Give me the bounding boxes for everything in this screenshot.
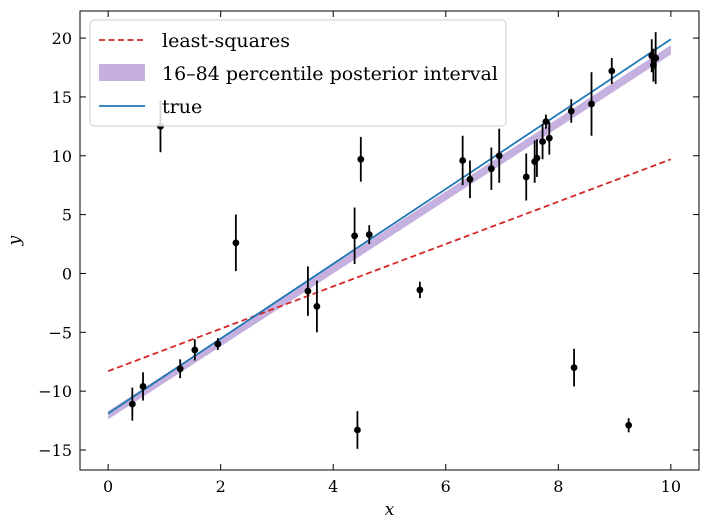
data-point [539,138,546,146]
data-point [128,400,136,408]
data-point [570,364,578,372]
y-tick-label: 10 [52,147,72,166]
posterior-interval-band [108,45,671,420]
data-point [351,232,359,240]
tick-layer: 0 2 4 6 8 10 −15 −10 −5 0 5 10 15 20 [38,11,699,496]
data-point [650,61,657,69]
legend-true-label: true [162,96,202,118]
data-point [588,100,595,108]
line-layer [107,38,672,415]
data-point [625,421,633,429]
data-point [495,152,503,160]
x-axis-label: x [385,500,395,520]
y-tick-label: 5 [62,206,72,225]
x-tick-label: 2 [216,477,226,496]
y-tick-label: 15 [52,88,72,107]
x-tick-label: 6 [441,477,451,496]
data-point [542,118,550,126]
posterior-band-layer [108,45,671,420]
data-point [522,173,530,181]
legend-box [89,19,507,127]
x-tick-label: 10 [661,477,681,496]
data-point [176,365,184,373]
data-point [533,154,541,162]
y-tick-label: 0 [62,264,72,283]
data-point [139,383,147,390]
data-point [232,239,240,247]
y-tick-label: −5 [48,323,72,342]
legend-posterior-interval-label: 16–84 percentile posterior interval [162,63,498,85]
data-point [608,67,616,75]
data-point [191,346,199,354]
data-point [214,340,222,348]
legend-least-squares-label: least-squares [162,30,290,52]
data-point [416,286,424,294]
y-axis-label: y [5,235,25,246]
x-tick-label: 4 [328,477,338,496]
data-point [365,231,373,239]
data-point [304,287,312,295]
data-point [466,175,474,183]
x-tick-label: 8 [553,477,563,496]
y-tick-label: −15 [38,441,72,460]
legend: least-squares 16–84 percentile posterior… [89,19,507,127]
y-tick-label: 20 [52,29,72,48]
data-point [652,54,660,62]
true-line [107,38,672,415]
data-point [313,303,321,310]
data-point [459,157,467,164]
data-point [567,107,575,115]
y-tick-label: −10 [38,382,72,401]
data-point [354,426,361,434]
plot-frame [79,10,700,471]
data-point [487,165,495,173]
legend-posterior-interval-swatch [99,64,145,81]
data-point [357,155,365,163]
x-tick-label: 0 [103,477,113,496]
data-point [545,134,553,142]
least-squares-line [107,158,672,372]
